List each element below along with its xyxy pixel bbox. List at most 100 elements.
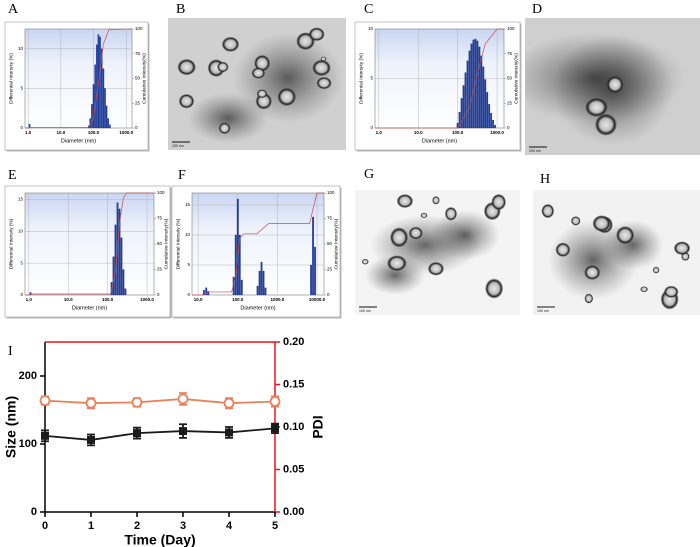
x-tick-label: 1000.0 — [490, 130, 504, 135]
y2-tick-label: 25 — [135, 100, 141, 105]
x-tick-label: 10000.0 — [309, 297, 326, 302]
particle — [251, 67, 266, 79]
marker — [133, 429, 141, 438]
histogram-bar — [109, 124, 111, 129]
histogram-bar — [105, 105, 108, 129]
marker — [269, 396, 281, 407]
series-line — [44, 398, 276, 405]
histogram-bar — [460, 98, 463, 129]
x-tick-label: 1.0 — [26, 297, 33, 302]
y-axis-title: Size (nm) — [3, 396, 19, 458]
y-tick-label: 0 — [20, 125, 23, 130]
marker — [225, 428, 233, 437]
marker — [271, 424, 279, 433]
panel-label: H — [540, 172, 550, 187]
stain-cloud — [525, 33, 685, 123]
marker — [223, 397, 235, 409]
panel-label: C — [364, 2, 373, 17]
particle — [484, 278, 504, 299]
panel-label: D — [532, 2, 542, 17]
x-tick-label: 1.0 — [25, 130, 32, 135]
cumulative-line — [192, 192, 324, 296]
particle — [491, 193, 507, 211]
histogram-bar — [122, 269, 125, 296]
histogram-bar — [262, 270, 265, 296]
y2-tick-label: 0.05 — [283, 463, 304, 475]
marker — [39, 395, 51, 407]
histogram-bar — [258, 270, 261, 296]
panel-label: A — [8, 2, 19, 17]
scale-bar-label: 100 nm — [537, 309, 549, 313]
particle — [570, 216, 581, 226]
tem-image: 100 nm — [168, 18, 346, 150]
histogram-bar — [314, 246, 316, 296]
histogram-bar — [492, 119, 494, 129]
tem-image: 200 nm — [525, 18, 700, 155]
y-tick-label: 10 — [368, 26, 374, 31]
x-tick-label: 1000.0 — [119, 130, 133, 135]
panel-label: E — [8, 168, 17, 183]
x-axis-title: Diameter (nm) — [422, 138, 457, 144]
y2-tick-label: 50 — [135, 76, 141, 81]
panel-label: G — [364, 167, 374, 182]
histogram-bar — [118, 208, 121, 296]
histogram-bar — [264, 287, 267, 296]
histogram-bar — [238, 234, 241, 296]
particle — [584, 293, 594, 304]
cumulative-line — [375, 28, 504, 129]
x-tick-label: 1000.0 — [140, 297, 154, 302]
particle — [389, 227, 409, 248]
histogram-bar — [205, 287, 208, 296]
histogram-bar — [310, 264, 312, 296]
marker — [131, 396, 143, 408]
y2-tick-label: 75 — [507, 51, 513, 56]
y-tick-label: 0 — [20, 292, 23, 297]
particle — [308, 27, 325, 42]
histogram-bar — [124, 288, 127, 296]
panel-label: I — [8, 344, 13, 359]
y-tick-label: 10 — [185, 232, 191, 237]
y-tick-label: 100 — [19, 438, 37, 450]
y-axis-title: Differential Intensity (%) — [175, 218, 181, 269]
particle — [663, 285, 679, 298]
y2-tick-label: 50 — [327, 241, 333, 246]
x-tick-label: 1 — [88, 520, 94, 532]
particle — [592, 215, 611, 232]
tem-image: 100 nm — [355, 190, 520, 315]
histogram-bar — [478, 46, 481, 129]
y-tick-label: 10 — [18, 46, 24, 51]
particle — [606, 75, 624, 94]
x-axis-title: Diameter (nm) — [61, 138, 96, 144]
particle — [396, 193, 414, 209]
scale-bar-label: 100 nm — [172, 144, 184, 148]
y2-axis-title: PDI — [310, 415, 326, 438]
x-tick-label: 100.0 — [232, 297, 244, 302]
x-tick-label: 0 — [42, 520, 48, 532]
marker — [41, 431, 49, 440]
particle — [427, 261, 445, 276]
particle — [420, 212, 428, 219]
y2-tick-label: 0 — [157, 292, 160, 297]
histogram-bar — [96, 44, 98, 129]
cumulative-line — [25, 192, 154, 296]
x-tick-label: 10.0 — [64, 297, 73, 302]
y2-tick-label: 0.15 — [283, 378, 304, 390]
histogram-bar — [482, 66, 485, 129]
particle — [444, 206, 458, 221]
particle — [216, 61, 229, 73]
y-axis-title: Differential Intensity (%) — [8, 53, 14, 104]
particle — [652, 266, 660, 274]
histogram-bar — [490, 113, 493, 129]
x-tick-label: 3 — [180, 520, 186, 532]
scale-bar-label: 100 nm — [359, 309, 371, 313]
y2-tick-label: 50 — [507, 76, 513, 81]
y2-tick-label: 75 — [135, 51, 141, 56]
histogram-bar — [104, 88, 106, 129]
x-tick-label: 100.0 — [452, 130, 464, 135]
marker — [87, 435, 95, 444]
histogram-bar — [458, 112, 461, 129]
y-tick-label: 10 — [18, 228, 24, 233]
y2-axis-title: Cumulative Intensity(%) — [513, 53, 519, 104]
panel-label: F — [178, 168, 186, 183]
